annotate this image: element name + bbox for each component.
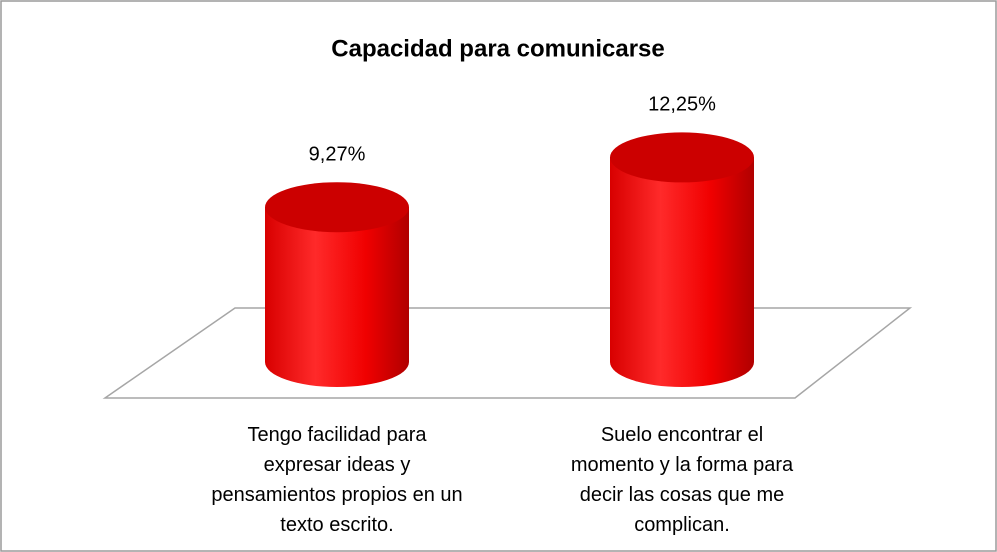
floor — [102, 307, 913, 399]
x-tick-label: Tengo facilidad para expresar ideas y pe… — [211, 424, 463, 536]
chart-title: Capacidad para comunicarse — [331, 35, 664, 62]
x-tick-label: Suelo encontrar el momento y la forma pa… — [570, 424, 794, 536]
value-label: 12,25% — [648, 94, 716, 116]
bar — [610, 157, 754, 387]
value-label: 9,27% — [309, 143, 366, 165]
bar — [265, 207, 409, 387]
bar-top — [610, 132, 754, 183]
bar-top — [265, 182, 409, 233]
